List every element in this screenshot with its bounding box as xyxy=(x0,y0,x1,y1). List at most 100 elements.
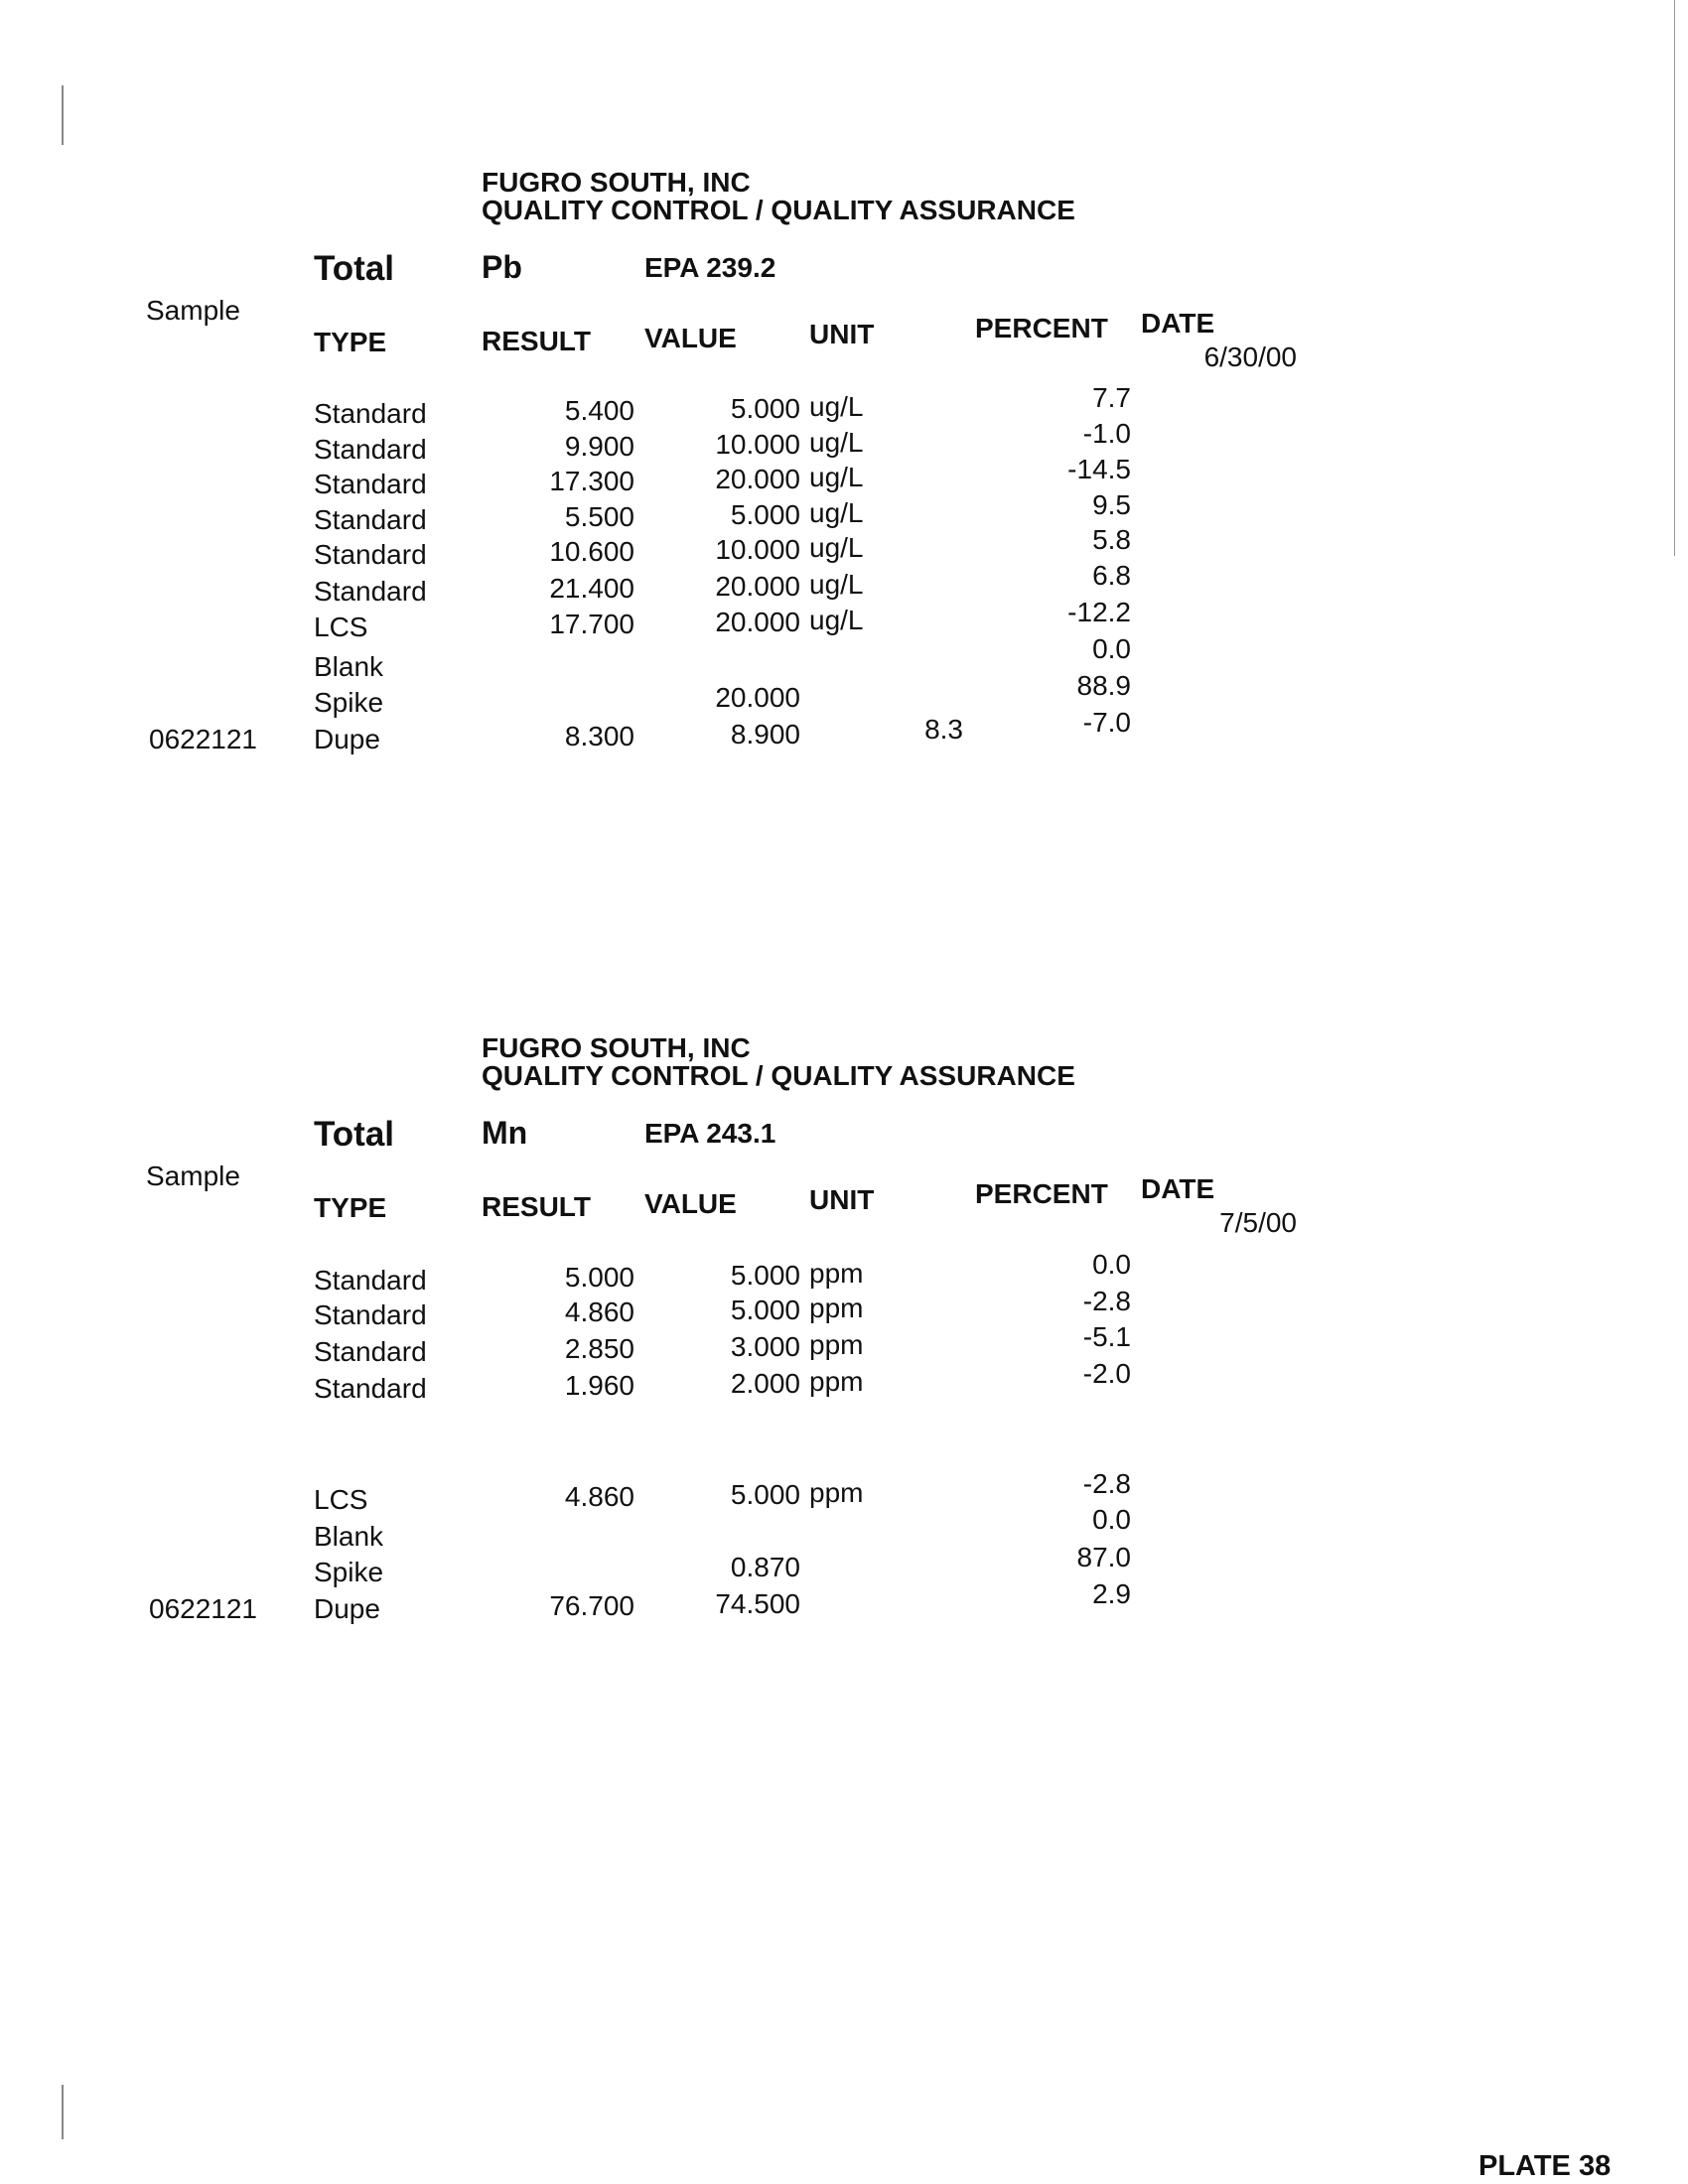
row-type: LCS xyxy=(314,1484,368,1515)
row-unit: ppm xyxy=(809,1293,864,1323)
row-unit: ug/L xyxy=(809,532,864,563)
report-subtitle: QUALITY CONTROL / QUALITY ASSURANCE xyxy=(482,195,1075,225)
sample-column-label: Sample xyxy=(146,295,240,326)
row-percent: 0.0 xyxy=(1092,1249,1131,1280)
row-value: 10.000 xyxy=(715,534,800,565)
row-percent: 0.0 xyxy=(1092,633,1131,664)
row-value: 5.000 xyxy=(730,1479,800,1510)
row-result: 9.900 xyxy=(564,431,634,462)
row-percent: -12.2 xyxy=(1067,597,1131,627)
row-type: Standard xyxy=(314,469,427,499)
row-extra-value: 8.3 xyxy=(924,714,963,745)
row-type: Standard xyxy=(314,398,427,429)
row-unit: ug/L xyxy=(809,605,864,635)
method-label: EPA 243.1 xyxy=(644,1118,776,1149)
company-name: FUGRO SOUTH, INC xyxy=(482,1032,751,1063)
company-name: FUGRO SOUTH, INC xyxy=(482,167,751,198)
row-percent: -2.0 xyxy=(1082,1358,1131,1389)
row-value: 20.000 xyxy=(715,682,800,713)
row-type: Standard xyxy=(314,1336,427,1367)
row-value: 2.000 xyxy=(730,1368,800,1399)
row-unit: ug/L xyxy=(809,391,864,422)
column-header-value: VALUE xyxy=(644,1188,737,1219)
row-unit: ppm xyxy=(809,1258,864,1289)
plate-label: PLATE 38 xyxy=(1478,2150,1612,2182)
row-unit: ppm xyxy=(809,1329,864,1360)
row-type: Dupe xyxy=(314,724,380,754)
row-type: LCS xyxy=(314,612,368,642)
row-percent: -14.5 xyxy=(1067,454,1131,484)
report-subtitle: QUALITY CONTROL / QUALITY ASSURANCE xyxy=(482,1060,1075,1091)
row-unit: ug/L xyxy=(809,462,864,492)
column-header-result: RESULT xyxy=(482,326,591,356)
row-unit: ppm xyxy=(809,1366,864,1397)
row-value: 5.000 xyxy=(730,1295,800,1325)
column-header-result: RESULT xyxy=(482,1191,591,1222)
element-symbol: Mn xyxy=(482,1115,528,1151)
row-type: Standard xyxy=(314,1373,427,1404)
row-value: 5.000 xyxy=(730,499,800,530)
row-value: 74.500 xyxy=(715,1588,800,1619)
row-percent: 9.5 xyxy=(1092,489,1131,520)
row-percent: -2.8 xyxy=(1082,1468,1131,1499)
row-value: 5.000 xyxy=(730,1260,800,1291)
row-value: 8.900 xyxy=(730,719,800,750)
row-unit: ug/L xyxy=(809,497,864,528)
row-type: Standard xyxy=(314,576,427,607)
report-date: 7/5/00 xyxy=(1219,1207,1297,1238)
column-header-percent: PERCENT xyxy=(975,313,1108,343)
row-unit: ug/L xyxy=(809,427,864,458)
row-unit: ug/L xyxy=(809,569,864,600)
row-value: 0.870 xyxy=(730,1552,800,1582)
row-result: 17.700 xyxy=(549,609,634,639)
row-type: Spike xyxy=(314,1557,384,1587)
row-unit: ppm xyxy=(809,1477,864,1508)
row-result: 5.400 xyxy=(564,395,634,426)
column-header-date: DATE xyxy=(1141,308,1215,339)
sample-id: 0622121 xyxy=(149,724,258,754)
row-percent: 87.0 xyxy=(1076,1542,1132,1572)
row-type: Standard xyxy=(314,434,427,465)
row-percent: 7.7 xyxy=(1092,382,1131,413)
column-header-date: DATE xyxy=(1141,1173,1215,1204)
sample-id: 0622121 xyxy=(149,1593,258,1624)
row-value: 10.000 xyxy=(715,429,800,460)
column-header-value: VALUE xyxy=(644,323,737,353)
row-type: Standard xyxy=(314,539,427,570)
row-percent: -2.8 xyxy=(1082,1286,1131,1316)
column-header-type: TYPE xyxy=(314,1192,387,1223)
row-type: Standard xyxy=(314,504,427,535)
row-percent: 5.8 xyxy=(1092,524,1131,555)
row-value: 3.000 xyxy=(730,1331,800,1362)
page-edge-line xyxy=(1674,0,1675,556)
row-result: 76.700 xyxy=(549,1590,634,1621)
column-header-unit: UNIT xyxy=(809,1184,875,1215)
sample-column-label: Sample xyxy=(146,1160,240,1191)
row-type: Dupe xyxy=(314,1593,380,1624)
row-type: Standard xyxy=(314,1265,427,1296)
row-result: 8.300 xyxy=(564,721,634,751)
total-label: Total xyxy=(314,1115,395,1154)
row-percent: 2.9 xyxy=(1092,1578,1131,1609)
row-result: 5.000 xyxy=(564,1262,634,1293)
row-result: 10.600 xyxy=(549,536,634,567)
row-type: Blank xyxy=(314,1521,384,1552)
row-percent: 88.9 xyxy=(1076,670,1132,701)
element-symbol: Pb xyxy=(482,249,522,285)
binder-mark xyxy=(62,2085,64,2139)
column-header-percent: PERCENT xyxy=(975,1178,1108,1209)
row-value: 20.000 xyxy=(715,571,800,602)
column-header-unit: UNIT xyxy=(809,319,875,349)
row-percent: -7.0 xyxy=(1082,707,1131,738)
row-percent: 0.0 xyxy=(1092,1504,1131,1535)
row-result: 21.400 xyxy=(549,573,634,604)
row-result: 4.860 xyxy=(564,1297,634,1327)
row-result: 17.300 xyxy=(549,466,634,496)
row-value: 5.000 xyxy=(730,393,800,424)
row-type: Spike xyxy=(314,687,384,718)
row-percent: -5.1 xyxy=(1082,1321,1131,1352)
row-value: 20.000 xyxy=(715,607,800,637)
row-result: 5.500 xyxy=(564,501,634,532)
row-result: 2.850 xyxy=(564,1333,634,1364)
row-result: 4.860 xyxy=(564,1481,634,1512)
